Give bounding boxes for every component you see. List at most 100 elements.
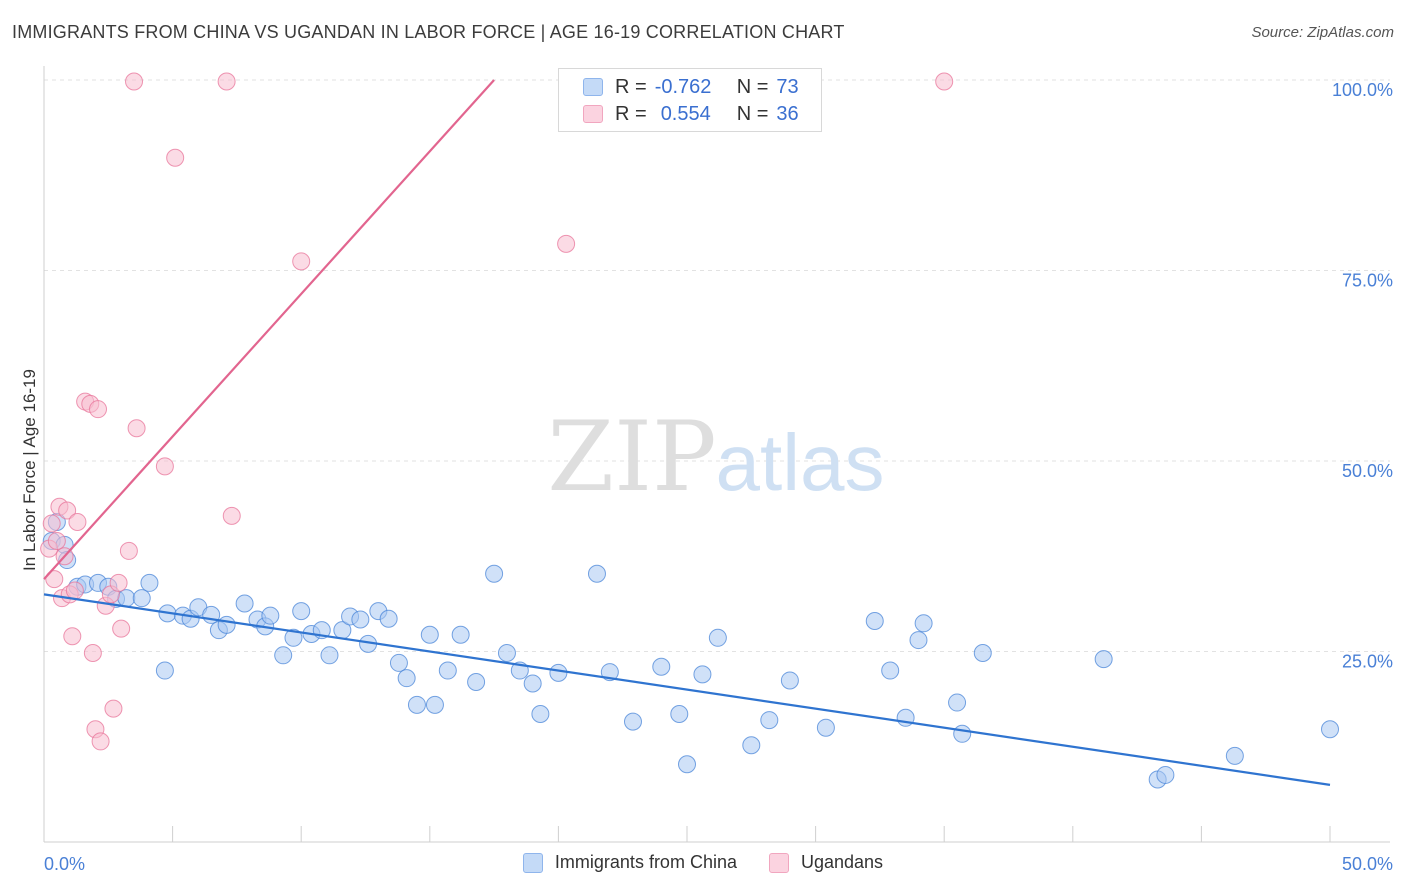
n-value: 36 (776, 102, 799, 125)
china-point (623, 712, 642, 731)
china-legend-swatch (522, 852, 543, 873)
ugandan-point (109, 573, 128, 592)
china-point (914, 614, 933, 633)
ugandans-legend-swatch (768, 852, 789, 873)
watermark-atlas: atlas (716, 418, 885, 507)
stats-legend-row-ugandans: R = 0.554 N = 36 (583, 102, 799, 126)
legend-item-china[interactable]: Immigrants from China (522, 852, 737, 873)
china-point (865, 612, 884, 631)
china-point (973, 644, 992, 663)
china-point (693, 665, 712, 684)
y-tick-label: 25.0% (1342, 652, 1393, 672)
ugandan-point (166, 148, 185, 167)
y-tick-label: 75.0% (1342, 271, 1393, 291)
r-label: R = (615, 75, 647, 98)
china-trend-line (43, 593, 1331, 786)
source-label: Source: ZipAtlas.com (1251, 24, 1394, 41)
china-point (425, 695, 444, 714)
ugandan-point (125, 72, 144, 91)
ugandan-point (104, 699, 123, 718)
ugandan-point (42, 514, 61, 533)
china-point (292, 602, 311, 621)
ugandan-point (65, 581, 84, 600)
china-point (407, 695, 426, 714)
china-point (600, 663, 619, 682)
china-point (708, 628, 727, 647)
ugandan-point (935, 72, 954, 91)
r-value: 0.554 (660, 102, 711, 125)
x-tick-label: 0.0% (44, 854, 85, 874)
ugandan-trend-line (43, 79, 495, 580)
ugandan-point (155, 457, 174, 476)
china-point (217, 615, 236, 634)
china-point (909, 631, 928, 650)
china-point (132, 589, 151, 608)
china-point (485, 564, 504, 583)
china-point (587, 564, 606, 583)
ugandan-point (45, 570, 64, 589)
china-point (531, 704, 550, 723)
china-point (1094, 650, 1113, 669)
china-point (816, 718, 835, 737)
china-point (389, 653, 408, 672)
china-point (760, 711, 779, 730)
china-point (497, 644, 516, 663)
china-point (351, 610, 370, 629)
ugandan-point (47, 532, 66, 551)
stats-legend-row-china: R = -0.762 N = 73 (583, 75, 799, 99)
ugandans-swatch (583, 105, 603, 123)
china-point (320, 646, 339, 665)
series-legend: Immigrants from China Ugandans (0, 852, 1406, 873)
china-point (155, 661, 174, 680)
china-point (670, 704, 689, 723)
r-label: R = (615, 102, 647, 125)
n-label: N = (736, 102, 769, 125)
legend-item-ugandans[interactable]: Ugandans (768, 852, 884, 873)
china-point (523, 674, 542, 693)
ugandan-point (127, 419, 146, 438)
ugandan-point (557, 234, 576, 253)
ugandan-point (91, 732, 110, 751)
china-point (438, 661, 457, 680)
china-point (881, 661, 900, 680)
china-point (652, 657, 671, 676)
china-point (1225, 746, 1244, 765)
ugandans-legend-label: Ugandans (800, 852, 884, 872)
ugandan-point (222, 506, 241, 525)
r-value: -0.762 (654, 75, 712, 98)
china-point (117, 589, 136, 608)
ugandan-point (217, 72, 236, 91)
china-point (420, 625, 439, 644)
china-point (780, 671, 799, 690)
n-label: N = (736, 75, 769, 98)
ugandan-point (63, 627, 82, 646)
china-point (953, 724, 972, 743)
y-tick-label: 50.0% (1342, 461, 1393, 481)
chart-title: IMMIGRANTS FROM CHINA VS UGANDAN IN LABO… (12, 22, 845, 42)
china-point (948, 693, 967, 712)
china-point (451, 625, 470, 644)
china-point (678, 755, 696, 774)
stats-legend: R = -0.762 N = 73 R = 0.554 N = 36 (558, 68, 822, 132)
ugandan-point (89, 400, 108, 419)
china-legend-label: Immigrants from China (554, 852, 737, 872)
china-point (140, 573, 159, 592)
china-point (1321, 720, 1339, 739)
ugandan-point (68, 512, 87, 531)
china-point (274, 646, 293, 665)
china-point (549, 663, 568, 682)
ugandan-point (83, 644, 102, 663)
china-point (1156, 765, 1175, 784)
china-swatch (583, 78, 603, 96)
x-tick-label: 50.0% (1342, 854, 1393, 874)
china-point (261, 606, 280, 625)
ugandan-point (58, 501, 77, 520)
china-point (397, 669, 416, 688)
china-point (379, 609, 398, 628)
china-point (742, 736, 761, 755)
china-point (467, 672, 486, 691)
ugandan-point (119, 541, 138, 560)
y-tick-label: 100.0% (1332, 80, 1393, 100)
ugandan-point (292, 252, 311, 271)
